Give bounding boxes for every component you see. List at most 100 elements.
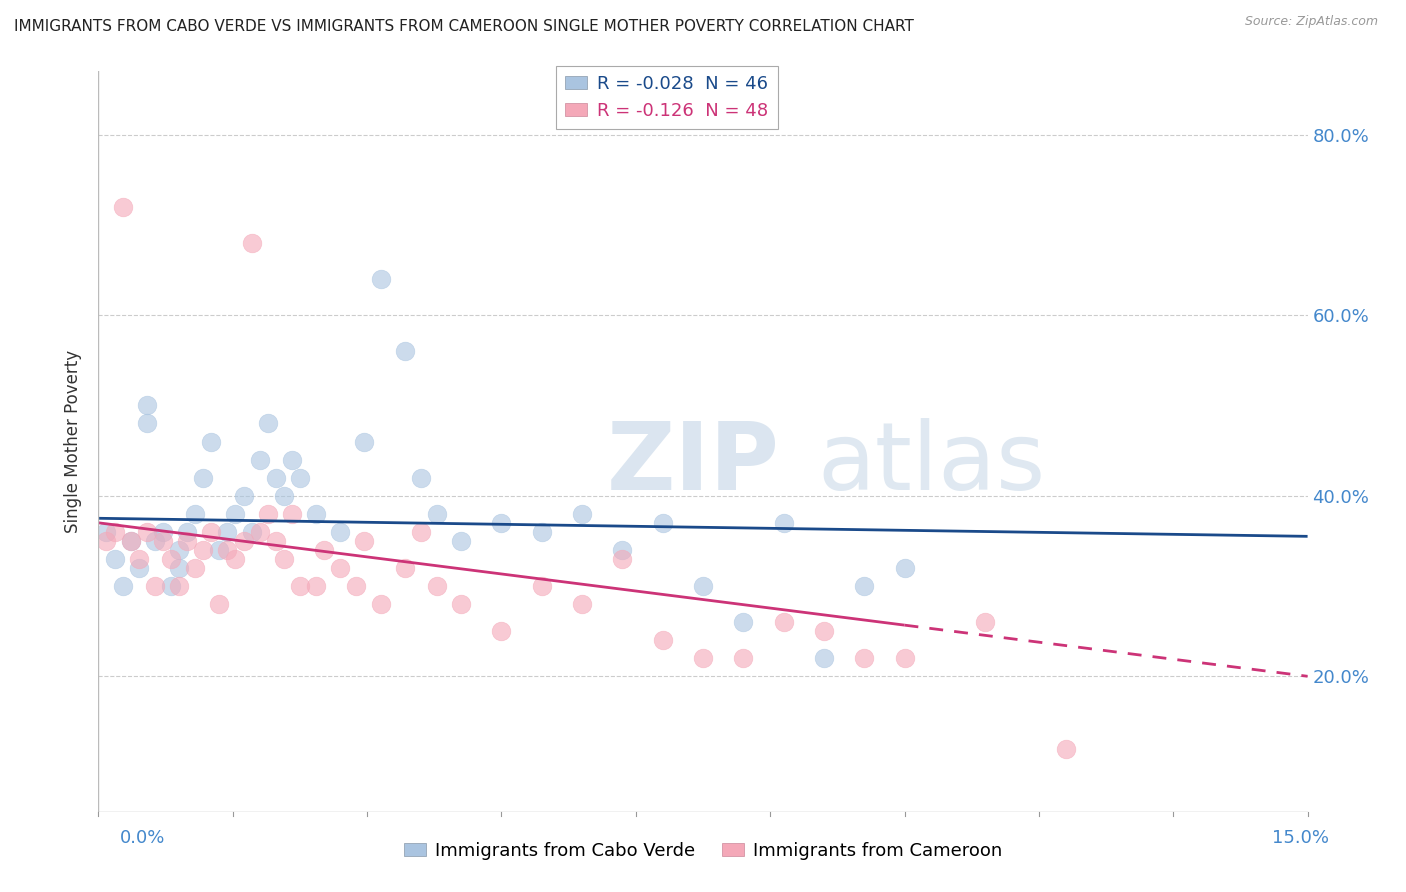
Point [249,452,271,467]
Point [135,399,157,413]
Point [256,417,278,431]
Point [394,561,416,575]
Point [249,524,271,539]
Point [305,507,328,521]
Point [167,579,190,593]
Point [273,552,295,566]
Point [530,524,553,539]
Point [450,597,472,611]
Point [167,542,190,557]
Point [264,470,287,484]
Point [128,552,150,566]
Point [176,524,198,539]
Point [772,516,794,530]
Point [305,579,328,593]
Point [853,579,876,593]
Point [160,579,183,593]
Point [152,533,174,548]
Point [111,579,134,593]
Point [193,542,215,557]
Point [329,524,352,539]
Point [893,651,915,665]
Point [353,533,375,548]
Point [208,597,231,611]
Point [692,579,714,593]
Point [426,507,449,521]
Point [651,633,673,648]
Point [176,533,198,548]
Point [120,533,142,548]
Point [974,615,997,629]
Point [353,434,375,449]
Text: IMMIGRANTS FROM CABO VERDE VS IMMIGRANTS FROM CAMEROON SINGLE MOTHER POVERTY COR: IMMIGRANTS FROM CABO VERDE VS IMMIGRANTS… [14,20,914,34]
Point [135,417,157,431]
Point [128,561,150,575]
Text: Source: ZipAtlas.com: Source: ZipAtlas.com [1244,15,1378,28]
Point [256,507,278,521]
Point [232,489,254,503]
Point [733,651,755,665]
Point [651,516,673,530]
Point [813,651,835,665]
Point [273,489,295,503]
Text: 15.0%: 15.0% [1271,829,1329,847]
Point [772,615,794,629]
Text: atlas: atlas [818,417,1046,509]
Point [103,524,125,539]
Text: ZIP: ZIP [606,417,779,509]
Point [450,533,472,548]
Point [571,507,593,521]
Point [217,524,239,539]
Point [193,470,215,484]
Point [167,561,190,575]
Point [426,579,449,593]
Point [394,344,416,359]
Point [370,272,392,286]
Y-axis label: Single Mother Poverty: Single Mother Poverty [65,350,83,533]
Point [281,452,304,467]
Point [288,579,311,593]
Point [184,507,207,521]
Text: 0.0%: 0.0% [120,829,165,847]
Point [409,470,432,484]
Point [135,524,157,539]
Point [409,524,432,539]
Point [288,470,311,484]
Point [143,579,166,593]
Point [103,552,125,566]
Point [152,524,174,539]
Legend: Immigrants from Cabo Verde, Immigrants from Cameroon: Immigrants from Cabo Verde, Immigrants f… [396,835,1010,867]
Point [733,615,755,629]
Point [692,651,714,665]
Point [217,542,239,557]
Point [184,561,207,575]
Point [240,524,263,539]
Point [224,552,246,566]
Point [96,533,118,548]
Legend: R = -0.028  N = 46, R = -0.126  N = 48: R = -0.028 N = 46, R = -0.126 N = 48 [555,66,778,128]
Point [200,434,222,449]
Point [491,624,513,639]
Point [530,579,553,593]
Point [120,533,142,548]
Point [111,200,134,214]
Point [491,516,513,530]
Point [370,597,392,611]
Point [240,235,263,250]
Point [96,524,118,539]
Point [813,624,835,639]
Point [281,507,304,521]
Point [264,533,287,548]
Point [853,651,876,665]
Point [344,579,367,593]
Point [612,542,634,557]
Point [200,524,222,539]
Point [160,552,183,566]
Point [893,561,915,575]
Point [224,507,246,521]
Point [314,542,336,557]
Point [232,533,254,548]
Point [571,597,593,611]
Point [208,542,231,557]
Point [612,552,634,566]
